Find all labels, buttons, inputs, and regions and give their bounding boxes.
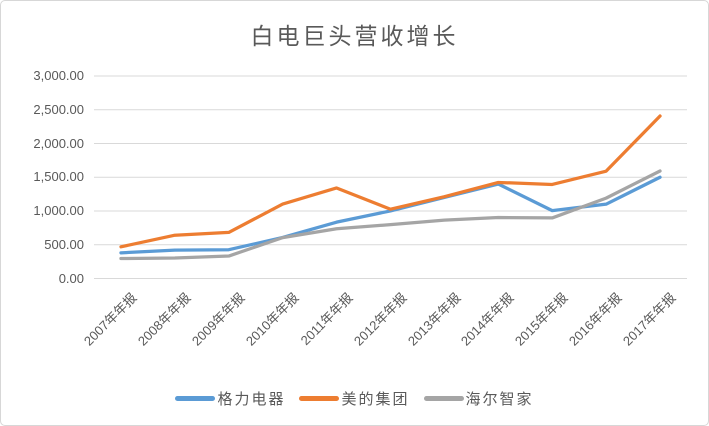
- series-line-0: [119, 175, 662, 255]
- chart-title: 白电巨头营收增长: [250, 23, 459, 49]
- series-line-1: [119, 114, 662, 249]
- series-line-2: [119, 169, 662, 261]
